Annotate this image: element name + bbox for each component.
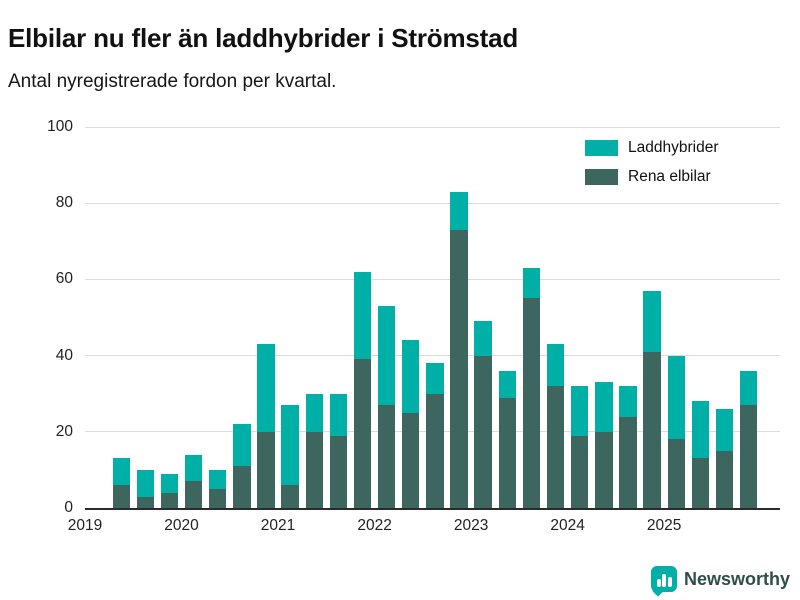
bar-segment-rena-elbilar	[160, 492, 179, 508]
bar-segment-laddhybrider	[474, 321, 492, 356]
bar-segment-laddhybrider	[257, 344, 275, 432]
bar-segment-rena-elbilar	[281, 485, 299, 508]
bar-segment-rena-elbilar	[209, 488, 227, 508]
bar-segment-laddhybrider	[353, 271, 372, 360]
bar-segment-rena-elbilar	[450, 229, 468, 508]
bar-segment-laddhybrider	[643, 290, 661, 352]
bar-segment-rena-elbilar	[522, 298, 541, 508]
bar-segment-rena-elbilar	[739, 405, 758, 508]
legend-item-rena-elbilar: Rena elbilar	[585, 168, 718, 186]
bar-segment-rena-elbilar	[498, 397, 516, 508]
bar-segment-laddhybrider	[426, 363, 444, 394]
bar-segment-rena-elbilar	[546, 386, 565, 508]
plot-area: Laddhybrider Rena elbilar 0 20 40 60 80 100 20…	[47, 118, 780, 534]
bar-segment-laddhybrider	[667, 355, 685, 440]
bar-segment-laddhybrider	[715, 408, 734, 451]
chart-subtitle: Antal nyregistrerade fordon per kvartal.	[8, 71, 337, 92]
y-axis-tick-label: 20	[55, 422, 73, 440]
brand-name: Newsworthy	[683, 568, 790, 589]
bar-segment-rena-elbilar	[402, 412, 420, 508]
bar-segment-laddhybrider	[305, 393, 323, 432]
bar-segment-rena-elbilar	[233, 466, 251, 508]
bar-segment-laddhybrider	[498, 370, 516, 398]
bar-segment-laddhybrider	[739, 370, 758, 406]
y-axis-tick-label: 0	[64, 499, 73, 516]
bar-segment-rena-elbilar	[377, 405, 396, 508]
bar-segment-laddhybrider	[209, 469, 227, 489]
legend-swatch-laddhybrider	[585, 140, 618, 156]
gridline	[85, 202, 780, 204]
chart-title: Elbilar nu fler än laddhybrider i Ströms…	[8, 23, 519, 54]
x-axis-year-label: 2019	[67, 517, 103, 534]
x-axis-year-label: 2025	[646, 517, 682, 534]
legend-item-laddhybrider: Laddhybrider	[585, 139, 718, 157]
gridline	[85, 126, 780, 128]
x-axis-year-label: 2024	[550, 517, 585, 534]
bar-segment-laddhybrider	[329, 393, 348, 436]
legend: Laddhybrider Rena elbilar	[585, 139, 718, 197]
x-axis-year-label: 2022	[357, 517, 392, 534]
newsworthy-chart-pin-icon	[650, 566, 677, 597]
x-axis-year-label: 2023	[453, 517, 489, 534]
gridline	[85, 355, 780, 357]
bar-segment-rena-elbilar	[667, 439, 685, 508]
bar-segment-rena-elbilar	[136, 496, 155, 508]
icon-bar	[662, 574, 667, 587]
y-axis-tick-label: 100	[47, 118, 73, 135]
bar-segment-laddhybrider	[546, 344, 565, 387]
gridline	[85, 278, 780, 280]
bar-segment-rena-elbilar	[571, 435, 589, 508]
bar-segment-laddhybrider	[184, 454, 203, 482]
bar-segment-laddhybrider	[112, 458, 130, 486]
bar-segment-rena-elbilar	[619, 416, 637, 508]
bar-segment-laddhybrider	[160, 473, 179, 493]
bar-segment-laddhybrider	[595, 382, 613, 432]
bar-segment-laddhybrider	[136, 469, 155, 497]
icon-bar	[656, 579, 661, 587]
bar-segment-rena-elbilar	[426, 393, 444, 508]
bar-segment-rena-elbilar	[184, 481, 203, 508]
bar-segment-rena-elbilar	[715, 450, 734, 508]
bar-segment-laddhybrider	[522, 267, 541, 299]
bar-segment-rena-elbilar	[691, 458, 710, 508]
x-axis-year-label: 2021	[260, 517, 296, 534]
y-axis-tick-label: 40	[55, 346, 73, 364]
bar-segment-laddhybrider	[281, 405, 299, 486]
bar-segment-laddhybrider	[571, 386, 589, 436]
x-axis-year-label: 2020	[164, 517, 199, 534]
bar-segment-rena-elbilar	[329, 435, 348, 508]
bar-segment-rena-elbilar	[112, 485, 130, 508]
bar-segment-rena-elbilar	[353, 359, 372, 508]
legend-label-laddhybrider: Laddhybrider	[628, 139, 719, 156]
bar-segment-laddhybrider	[402, 340, 420, 413]
icon-bar	[667, 577, 672, 587]
bar-segment-rena-elbilar	[643, 351, 661, 508]
bar-segment-rena-elbilar	[474, 355, 492, 508]
bar-segment-rena-elbilar	[595, 431, 613, 508]
bar-segment-laddhybrider	[233, 424, 251, 467]
legend-label-rena-elbilar: Rena elbilar	[628, 168, 711, 185]
bar-segment-laddhybrider	[377, 306, 396, 406]
legend-swatch-rena-elbilar	[585, 169, 618, 185]
bar-segment-laddhybrider	[450, 191, 468, 230]
y-axis-tick-label: 80	[55, 194, 73, 212]
bar-segment-rena-elbilar	[257, 431, 275, 508]
bar-segment-laddhybrider	[619, 386, 637, 417]
y-axis-tick-label: 60	[55, 270, 73, 288]
bar-segment-laddhybrider	[691, 401, 710, 459]
bar-segment-rena-elbilar	[305, 431, 323, 508]
newsworthy-logo: Newsworthy	[650, 566, 790, 597]
